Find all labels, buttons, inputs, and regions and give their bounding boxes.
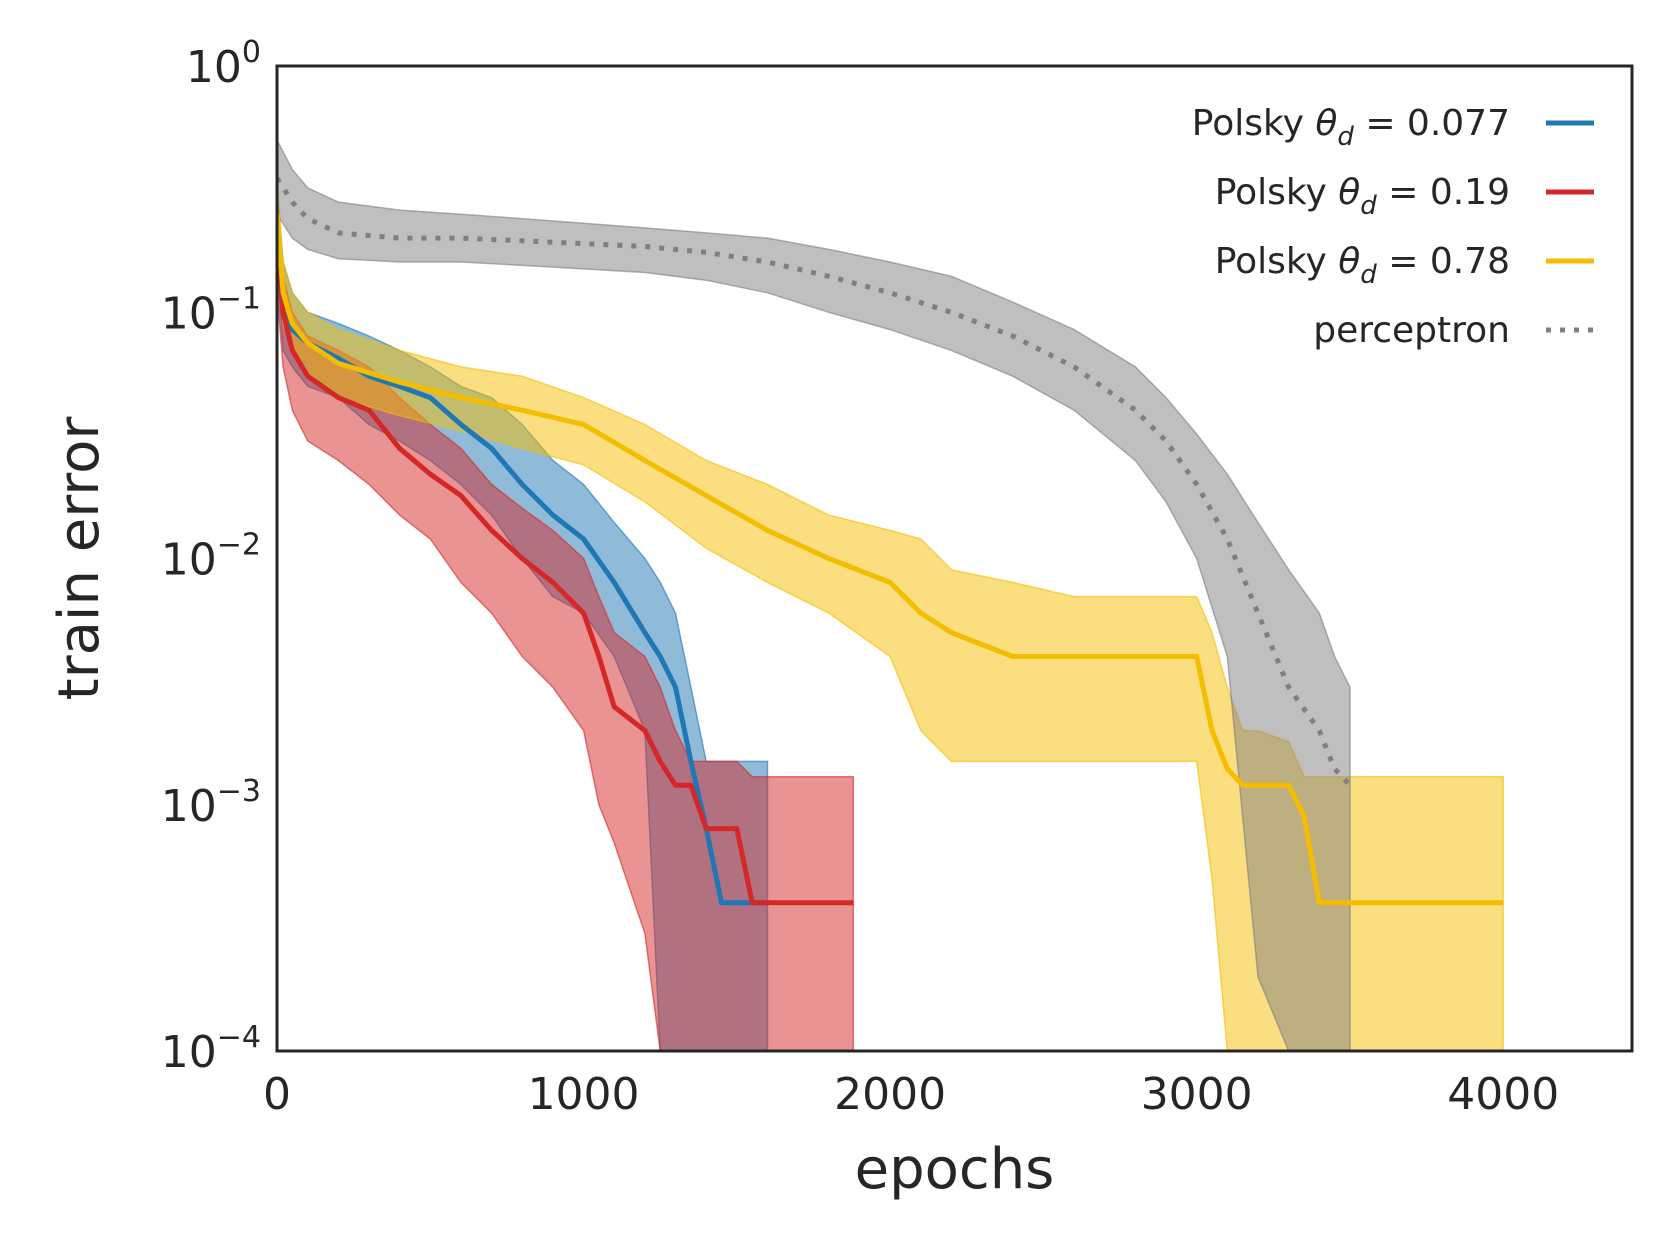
y-tick-base: 10−2 [161,528,261,586]
series-lines [277,176,1504,906]
x-axis-ticks: 0 1000 2000 3000 4000 [263,1069,1559,1120]
legend-label: perceptron [1313,310,1510,351]
y-axis-ticks: 100 10−1 10−2 10−3 10−4 [161,35,261,1078]
x-tick-label: 0 [263,1069,291,1120]
y-tick-base: 10−1 [161,281,261,339]
legend-label: Polsky θd = 0.19 [1215,172,1510,221]
band-perceptron [277,139,1351,1051]
y-tick-base: 10−4 [161,1020,261,1078]
legend-item-polsky-d-0-077: Polsky θd = 0.077 [1192,103,1594,152]
y-tick-label: 10−3 [161,774,261,832]
line-polsky-d-0-78 [277,214,1504,906]
y-tick-label: 10−4 [161,1020,261,1078]
y-tick-label: 10−1 [161,281,261,339]
y-tick-label: 10−2 [161,528,261,586]
legend: Polsky θd = 0.077 Polsky θd = 0.19 Polsky … [1192,103,1594,351]
legend-label: Polsky θd = 0.78 [1215,241,1510,290]
legend-label: Polsky θd = 0.077 [1192,103,1510,152]
y-tick-base: 10−3 [161,774,261,832]
x-axis-label: epochs [855,1137,1055,1202]
x-tick-label: 4000 [1447,1069,1559,1120]
line-polsky-d-0-19 [277,237,854,906]
x-tick-label: 1000 [528,1069,640,1120]
y-tick-label: 100 [186,35,261,93]
band-polsky-d-0-78 [277,178,1504,1051]
legend-item-polsky-d-0-78: Polsky θd = 0.78 [1215,241,1594,290]
y-tick-base: 100 [186,35,261,93]
x-tick-label: 2000 [834,1069,946,1120]
y-axis-label: train error [47,416,112,701]
legend-item-polsky-d-0-19: Polsky θd = 0.19 [1215,172,1594,221]
x-tick-label: 3000 [1141,1069,1253,1120]
legend-item-perceptron: perceptron [1313,310,1594,351]
plot-frame [275,64,1634,1053]
